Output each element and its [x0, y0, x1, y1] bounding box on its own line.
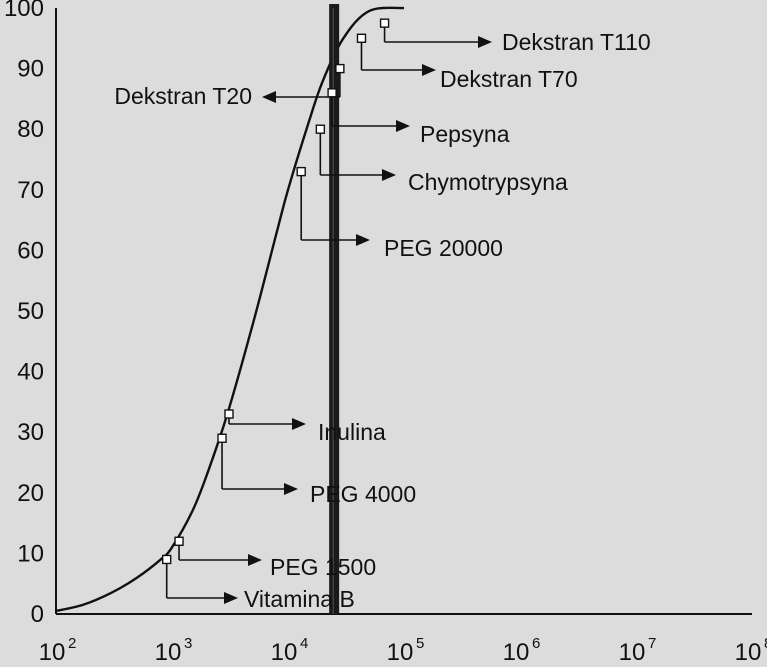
retention-curve: [55, 6, 405, 613]
data-point-inulina: [224, 409, 234, 419]
x-tick-exponent-5: 5: [416, 635, 424, 652]
y-tick-label-50: 50: [17, 298, 44, 325]
x-tick-label-2: 10: [39, 639, 66, 666]
y-tick-label-20: 20: [17, 480, 44, 507]
cutoff-layer: [329, 4, 340, 614]
data-label-peg-4000: PEG 4000: [310, 481, 416, 507]
data-point-vitamina-b: [161, 554, 172, 565]
axes: [55, 8, 752, 615]
y-tick-label-90: 90: [17, 56, 44, 83]
x-tick-exponent-2: 2: [68, 635, 76, 652]
x-tick-label-8: 10: [735, 639, 762, 666]
data-point-chymotrypsyna: [315, 124, 326, 134]
data-label-dekstran-t20: Dekstran T20: [114, 83, 252, 109]
x-tick-exponent-8: 8: [764, 635, 767, 652]
x-tick-exponent-6: 6: [532, 635, 540, 652]
callout-arrowhead-dekstran-t110: [478, 36, 492, 48]
point-peg-1500: PEG 1500: [174, 536, 376, 580]
y-tick-label-0: 0: [31, 601, 44, 628]
callout-arrowhead-vitamina-b: [224, 592, 238, 604]
point-inulina: Inulina: [224, 409, 386, 445]
x-tick-exponent-3: 3: [184, 635, 192, 652]
x-tick-label-4: 10: [271, 639, 298, 666]
y-tick-label-100: 100: [4, 0, 44, 22]
data-label-peg-20000: PEG 20000: [384, 235, 503, 261]
point-peg-20000: PEG 20000: [296, 166, 503, 261]
point-pepsyna: Pepsyna: [327, 88, 510, 147]
point-dekstran-t110: Dekstran T110: [379, 18, 651, 55]
callout-arrowhead-peg-1500: [248, 554, 262, 566]
data-label-dekstran-t70: Dekstran T70: [440, 66, 578, 92]
y-tick-label-10: 10: [17, 540, 44, 567]
data-point-dekstran-t20: [335, 63, 345, 74]
data-label-peg-1500: PEG 1500: [270, 554, 376, 580]
x-tick-label-6: 10: [503, 639, 530, 666]
callout-arrowhead-peg-4000: [284, 483, 298, 495]
callout-arrowhead-pepsyna: [396, 120, 410, 132]
x-tick-exponent-7: 7: [648, 635, 656, 652]
data-point-peg-4000: [217, 433, 227, 443]
y-tick-label-60: 60: [17, 237, 44, 264]
point-dekstran-t70: Dekstran T70: [356, 33, 578, 92]
point-chymotrypsyna: Chymotrypsyna: [315, 124, 568, 195]
x-tick-label-7: 10: [619, 639, 646, 666]
data-point-dekstran-t70: [356, 33, 367, 43]
point-peg-4000: PEG 4000: [217, 433, 416, 507]
point-dekstran-t20: Dekstran T20: [114, 63, 345, 109]
data-point-pepsyna: [327, 88, 337, 98]
x-tick-exponent-4: 4: [300, 635, 308, 652]
y-tick-label-70: 70: [17, 177, 44, 204]
data-point-peg-1500: [174, 536, 184, 546]
callout-arrowhead-chymotrypsyna: [382, 169, 396, 181]
callout-arrowhead-peg-20000: [356, 234, 370, 246]
data-label-vitamina-b: Vitamina B: [244, 586, 355, 612]
x-tick-label-3: 10: [155, 639, 182, 666]
callout-arrowhead-dekstran-t70: [422, 64, 436, 76]
point-vitamina-b: Vitamina B: [161, 554, 355, 612]
data-label-pepsyna: Pepsyna: [420, 121, 510, 147]
points-layer: Vitamina B PEG 1500 PEG 4000 Inulina PEG 200…: [114, 18, 651, 612]
y-tick-label-40: 40: [17, 359, 44, 386]
curve-layer: [55, 6, 405, 613]
data-label-chymotrypsyna: Chymotrypsyna: [408, 169, 568, 195]
callout-arrowhead-dekstran-t20: [262, 91, 276, 103]
y-tick-label-30: 30: [17, 419, 44, 446]
data-point-peg-20000: [296, 166, 306, 177]
data-label-dekstran-t110: Dekstran T110: [502, 29, 651, 55]
y-tick-label-80: 80: [17, 116, 44, 143]
callout-arrowhead-inulina: [292, 418, 306, 430]
data-point-dekstran-t110: [379, 18, 390, 28]
cutoff-line: [329, 4, 340, 614]
data-label-inulina: Inulina: [318, 419, 386, 445]
x-tick-label-5: 10: [387, 639, 414, 666]
